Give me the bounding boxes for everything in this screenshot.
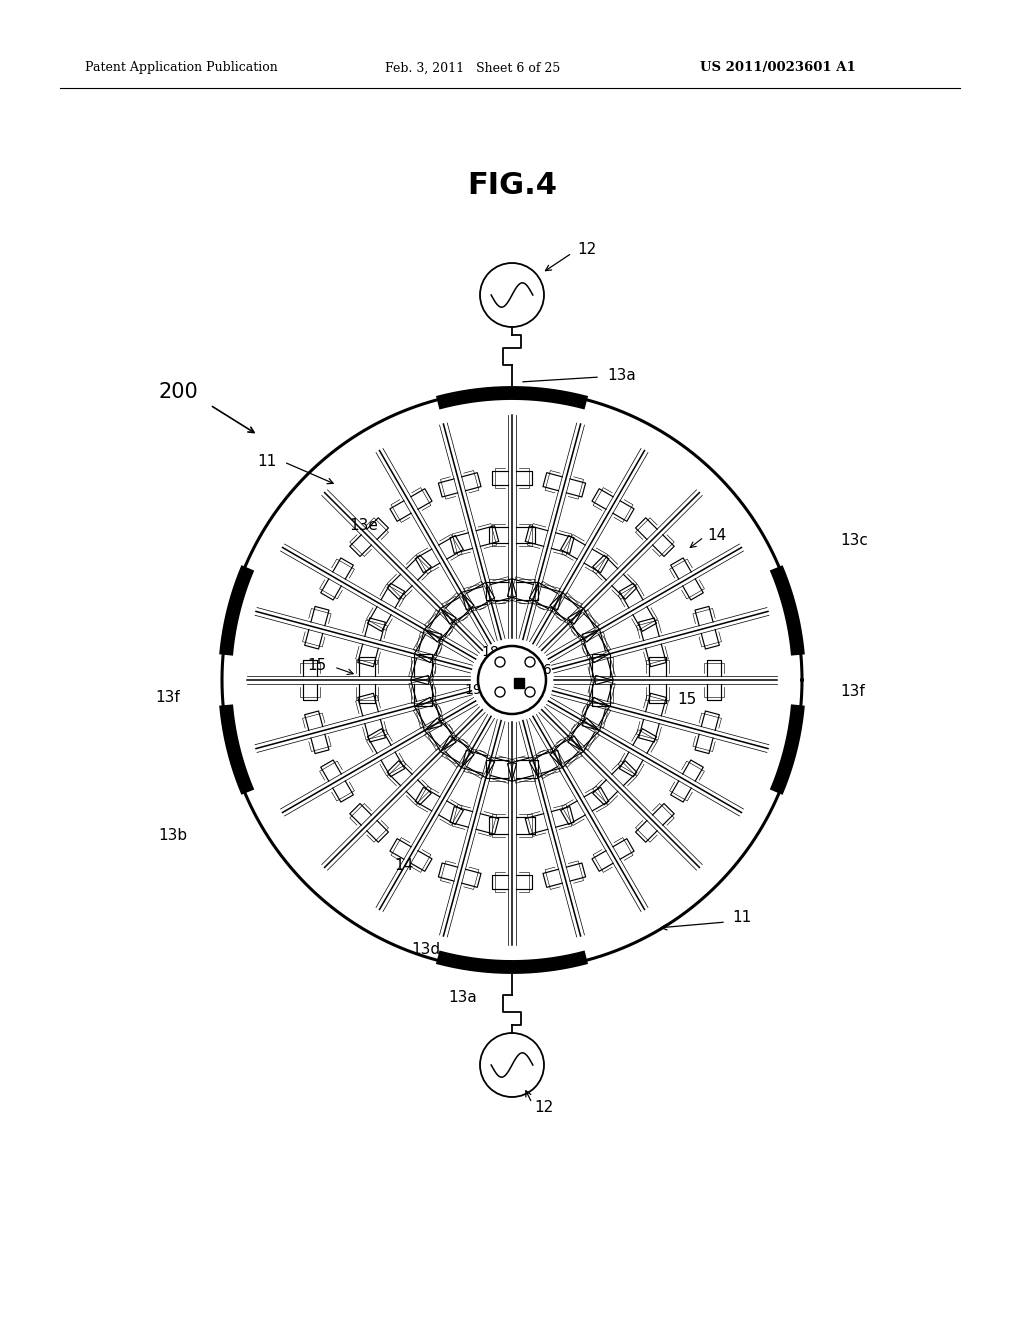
Text: 16: 16 [534,663,552,677]
Circle shape [525,686,535,697]
Text: 13e: 13e [349,517,379,532]
Text: 18: 18 [481,645,499,659]
Text: 13b: 13b [158,828,187,842]
Text: 14: 14 [394,858,414,873]
Text: Patent Application Publication: Patent Application Publication [85,62,278,74]
Text: 19: 19 [464,682,482,697]
Text: 18: 18 [517,696,535,709]
Text: 13d: 13d [411,942,440,957]
Text: FIG.4: FIG.4 [467,170,557,199]
Text: 14: 14 [707,528,726,543]
Bar [514,678,524,688]
Circle shape [525,657,535,667]
Text: 13a: 13a [607,367,636,383]
Text: 13f: 13f [840,685,864,700]
Circle shape [495,657,505,667]
Text: 15: 15 [308,657,327,672]
Text: 11: 11 [258,454,278,470]
Circle shape [495,686,505,697]
Text: US 2011/0023601 A1: US 2011/0023601 A1 [700,62,856,74]
Text: 12: 12 [577,243,596,257]
Text: 200: 200 [158,381,198,403]
Text: 12: 12 [534,1100,553,1114]
Text: 13c: 13c [840,533,868,548]
Text: 15: 15 [677,693,696,708]
Text: 13f: 13f [156,690,180,705]
Circle shape [478,645,546,714]
Text: Feb. 3, 2011   Sheet 6 of 25: Feb. 3, 2011 Sheet 6 of 25 [385,62,560,74]
Text: 11: 11 [732,911,752,925]
Text: 13a: 13a [449,990,477,1006]
